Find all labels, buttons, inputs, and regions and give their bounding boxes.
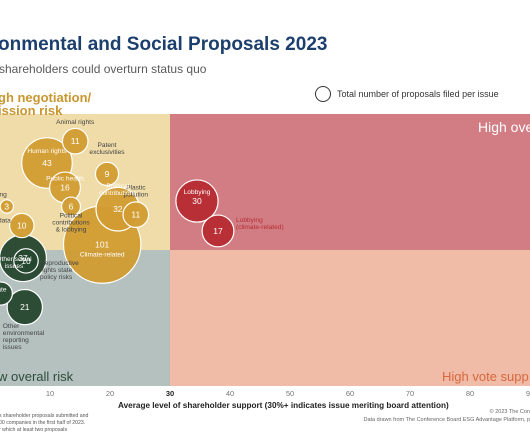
bubble-issue-label: Human rights [27, 148, 67, 155]
bubble [13, 248, 39, 274]
x-tick-label: 90 [526, 389, 530, 398]
bubble-value-label: 32 [113, 204, 123, 214]
bubble-issue-label: (climate-related) [236, 224, 284, 231]
bubble [0, 199, 15, 214]
bubble-issue-label: aritable ing [0, 191, 7, 198]
bubble-issue-label: policy risks [40, 274, 73, 281]
bubble-issue-label: environmental [3, 330, 45, 337]
bubble-value-label: 10 [21, 256, 31, 266]
x-tick-label: 10 [46, 389, 54, 398]
bubble [94, 161, 120, 186]
quadrant-label-high-negotiation-line2: ission risk [0, 103, 63, 118]
bubble-issue-label: exclusivities [89, 149, 125, 156]
x-tick-label: 80 [466, 389, 474, 398]
quadrant-label-high-vote-support: High vote supp [442, 369, 529, 384]
quadrant-label-low-overall: w overall risk [0, 369, 74, 384]
copyright-note: © 2023 The Con [490, 408, 530, 415]
bubble-issue-label: reporting [3, 337, 29, 344]
bubble-issue-label: rights state [40, 267, 73, 274]
bubble-value-label: 21 [20, 302, 30, 312]
bubble-issue-label: Other social [0, 256, 32, 263]
footnote-left-line: r which at least two proposals [0, 427, 67, 433]
x-tick-label: 60 [346, 389, 354, 398]
bubble-issue-label: Political [106, 183, 129, 190]
bubble-value-label: 43 [42, 158, 52, 168]
bubble [122, 201, 150, 229]
bubble-issue-label: Public health [46, 175, 84, 182]
x-axis-label: Average level of shareholder support (30… [118, 401, 449, 410]
legend-label: Total number of proposals filed per issu… [337, 89, 499, 99]
legend-bubble-icon [315, 86, 331, 102]
bubble-issue-label: Patent [97, 142, 116, 149]
bubble [6, 288, 44, 326]
x-tick-label: 20 [106, 389, 114, 398]
bubble-issue-label: Climate-related [80, 252, 125, 259]
bubble-value-label: 101 [95, 240, 109, 250]
bubble-issue-label: Lobbying [236, 217, 263, 224]
quadrant-high-vote-support [170, 250, 530, 386]
bubble-value-label: 9 [105, 169, 110, 179]
footnote-left-line: 00 companies in the first half of 2023. [0, 420, 85, 426]
bubble-value-label: 11 [71, 136, 80, 146]
legend: Total number of proposals filed per issu… [315, 86, 499, 102]
x-tick-label: 30 [166, 389, 174, 398]
bubble [61, 127, 89, 155]
quadrant-label-high-overall: High ove [478, 119, 530, 135]
bubble-issue-label: issues [5, 263, 24, 270]
bubble-issue-label: Lobbying [184, 189, 211, 196]
bubble [60, 196, 82, 217]
bubble-issue-label: Other [3, 323, 20, 330]
bubble-issue-label: contributions [99, 190, 137, 197]
chart-subtitle: shareholders could overturn status quo [0, 62, 207, 76]
bubble-issue-label: pollution [124, 192, 149, 199]
bubble-issue-label: Plastic [126, 185, 146, 192]
bubble-issue-label: rate [0, 287, 7, 294]
bubble-issue-label: Animal rights [56, 119, 95, 126]
bubble-issue-label: Political [60, 212, 83, 219]
bubble-value-label: 6 [69, 201, 74, 211]
bubble-issue-label: & lobbying [56, 226, 87, 233]
quadrant-label-high-negotiation: gh negotiation/ [0, 90, 92, 105]
bubble-issue-label: uctive & data [0, 218, 11, 225]
chart-title: onmental and Social Proposals 2023 [0, 34, 328, 55]
bubble-value-label: 10 [17, 221, 27, 231]
footnote-left-line: s shareholder proposals submitted and [0, 413, 89, 419]
bubble [201, 214, 235, 248]
bubble-issue-label: contributions [52, 219, 90, 226]
x-tick-label: 40 [226, 389, 234, 398]
bubble-value-label: 16 [60, 182, 70, 192]
bubble-value-label: 3 [4, 201, 9, 211]
source-note: Data drawn from The Conference Board ESG… [363, 417, 530, 423]
bubble [9, 212, 35, 239]
bubble [0, 281, 13, 306]
x-tick-label: 50 [286, 389, 294, 398]
bubble-value-label: 17 [213, 226, 223, 236]
bubble-value-label: 30 [192, 196, 202, 206]
bubble-value-label: 37 [18, 253, 28, 263]
bubble-issue-label: issues [3, 344, 22, 351]
bubble-issue-label: Reproductive [40, 260, 79, 267]
bubble [175, 179, 219, 223]
x-tick-label: 70 [406, 389, 414, 398]
bubble-value-label: 11 [131, 210, 140, 220]
